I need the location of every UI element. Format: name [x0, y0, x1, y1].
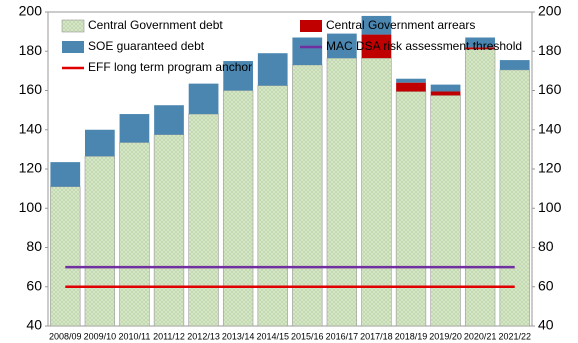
bar-segment: [499, 69, 530, 327]
y-tick-label: 40: [26, 317, 42, 333]
x-tick-label: 2020/21: [464, 331, 497, 341]
y2-tick-label: 60: [538, 277, 554, 293]
y2-tick-label: 160: [538, 81, 562, 97]
y2-tick-label: 140: [538, 120, 562, 136]
x-tick-label: 2017/18: [360, 331, 393, 341]
x-tick-label: 2010/11: [118, 331, 150, 341]
bar-segment: [396, 82, 426, 92]
bar-segment: [292, 37, 323, 65]
bar-segment: [430, 91, 461, 96]
x-tick-label: 2019/20: [429, 331, 462, 341]
bar-segment: [84, 129, 115, 157]
y2-tick-label: 180: [538, 42, 562, 58]
y2-tick-label: 100: [538, 199, 562, 215]
x-tick-label: 2008/09: [49, 331, 82, 341]
bar-segment: [465, 47, 496, 50]
y2-tick-label: 80: [538, 238, 554, 254]
bar-segment: [464, 48, 496, 327]
bar-segment: [223, 61, 254, 91]
bar-segment: [361, 15, 392, 35]
x-tick-label: 2011/12: [153, 331, 185, 341]
bar-segment: [257, 85, 288, 327]
y2-tick-label: 120: [538, 160, 562, 176]
bar-segment: [396, 78, 426, 83]
legend-label: EFF long term program anchor: [88, 60, 252, 74]
legend-label: Central Government debt: [88, 18, 223, 32]
y2-tick-label: 40: [538, 317, 554, 333]
legend-swatch: [62, 41, 84, 53]
legend-swatch: [61, 19, 85, 33]
bar-segment: [361, 57, 392, 327]
legend-swatch: [300, 20, 322, 32]
bar-segment: [50, 162, 81, 187]
bar-segment: [50, 186, 81, 327]
bar-segment: [153, 134, 185, 327]
x-tick-label: 2009/10: [84, 331, 117, 341]
bar-segment: [326, 33, 357, 59]
x-tick-label: 2015/16: [291, 331, 324, 341]
bar-segment: [499, 60, 530, 70]
y-tick-label: 160: [19, 81, 43, 97]
y2-tick-label: 200: [538, 3, 562, 19]
bar-segment: [119, 114, 150, 143]
bar-segment: [395, 91, 427, 327]
y-tick-label: 60: [26, 277, 42, 293]
y-tick-label: 100: [19, 199, 43, 215]
y-tick-label: 140: [19, 120, 43, 136]
legend-label: SOE guaranteed debt: [88, 39, 205, 53]
bar-segment: [188, 113, 219, 327]
legend-label: MAC DSA risk assessment threshold: [326, 39, 522, 53]
bar-segment: [154, 105, 184, 135]
bar-segment: [430, 84, 461, 92]
legend-label: Central Government arrears: [326, 18, 475, 32]
x-tick-label: 2012/13: [187, 331, 220, 341]
y-tick-label: 200: [19, 3, 43, 19]
bar-segment: [119, 142, 150, 327]
x-tick-label: 2014/15: [256, 331, 289, 341]
y-tick-label: 180: [19, 42, 43, 58]
y-tick-label: 80: [26, 238, 42, 254]
x-tick-label: 2018/19: [395, 331, 428, 341]
x-tick-label: 2013/14: [222, 331, 255, 341]
x-tick-label: 2016/17: [326, 331, 359, 341]
bar-segment: [361, 34, 392, 59]
x-tick-label: 2021/22: [498, 331, 531, 341]
bar-segment: [257, 53, 288, 86]
y-tick-label: 120: [19, 160, 43, 176]
bar-segment: [84, 155, 116, 327]
bar-segment: [222, 90, 254, 327]
bar-segment: [188, 83, 219, 115]
bar-segment: [430, 95, 461, 327]
bar-segment: [465, 37, 496, 48]
